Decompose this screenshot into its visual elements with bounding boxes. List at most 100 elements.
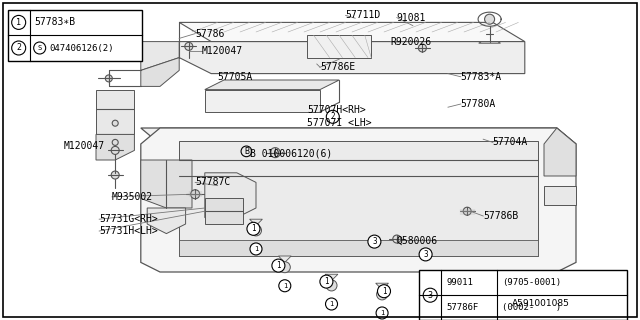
Circle shape [106, 75, 112, 82]
Circle shape [326, 280, 337, 291]
Text: 57787C: 57787C [195, 177, 230, 188]
Circle shape [111, 146, 119, 154]
Text: (0002-    ): (0002- ) [502, 303, 561, 312]
Text: 047406126(2): 047406126(2) [50, 44, 114, 52]
Text: 1: 1 [381, 287, 387, 296]
Text: 3: 3 [423, 250, 428, 259]
Polygon shape [96, 134, 134, 160]
Circle shape [112, 120, 118, 126]
Polygon shape [205, 198, 243, 224]
Bar [419, 270, 627, 320]
Circle shape [247, 222, 260, 235]
Text: 3: 3 [428, 291, 433, 300]
Text: 1: 1 [16, 18, 21, 27]
Polygon shape [141, 160, 192, 208]
Polygon shape [205, 173, 256, 218]
Text: 1: 1 [276, 261, 281, 270]
Circle shape [326, 298, 337, 310]
Polygon shape [96, 90, 134, 134]
Polygon shape [179, 42, 525, 74]
Circle shape [320, 275, 333, 288]
Text: A591001085: A591001085 [512, 300, 570, 308]
Text: 2: 2 [16, 44, 21, 52]
Circle shape [185, 42, 193, 50]
Polygon shape [205, 90, 320, 112]
Polygon shape [325, 274, 338, 281]
Text: M120047: M120047 [202, 46, 243, 56]
Polygon shape [250, 219, 262, 226]
Text: 57786B: 57786B [483, 211, 518, 221]
Text: (9705-0001): (9705-0001) [502, 278, 561, 287]
Circle shape [250, 225, 262, 236]
Circle shape [112, 140, 118, 145]
Circle shape [419, 44, 426, 52]
Circle shape [279, 262, 291, 273]
Circle shape [378, 285, 390, 298]
Circle shape [484, 14, 495, 24]
Text: 57786E: 57786E [320, 62, 355, 72]
Circle shape [250, 243, 262, 255]
Text: 1: 1 [324, 277, 329, 286]
Polygon shape [179, 22, 525, 42]
Circle shape [12, 15, 26, 29]
Circle shape [191, 190, 200, 199]
Text: M935002: M935002 [112, 192, 153, 202]
Polygon shape [179, 141, 538, 256]
Polygon shape [205, 80, 339, 90]
Circle shape [376, 307, 388, 319]
Polygon shape [278, 256, 291, 262]
Circle shape [423, 288, 437, 302]
Text: B: B [244, 147, 249, 156]
Text: 3: 3 [372, 237, 377, 246]
Polygon shape [179, 240, 538, 256]
Circle shape [34, 42, 45, 54]
Text: S: S [38, 45, 42, 51]
Text: Q580006: Q580006 [397, 236, 438, 246]
Text: B 010006120(6): B 010006120(6) [250, 148, 332, 159]
Polygon shape [141, 42, 179, 70]
Polygon shape [544, 186, 576, 205]
Circle shape [12, 41, 26, 55]
Text: 57786F: 57786F [446, 303, 479, 312]
Polygon shape [141, 128, 576, 272]
Text: 1: 1 [283, 283, 287, 289]
Circle shape [326, 110, 339, 123]
Bar [8, 10, 142, 61]
Text: 57731H<LH>: 57731H<LH> [99, 226, 158, 236]
Polygon shape [544, 128, 576, 176]
Text: 57783*A: 57783*A [461, 72, 502, 82]
Text: 57780A: 57780A [461, 99, 496, 109]
Circle shape [419, 248, 432, 261]
Polygon shape [141, 58, 179, 86]
Text: 57711D: 57711D [346, 10, 381, 20]
Circle shape [272, 259, 285, 272]
Text: 57704A: 57704A [493, 137, 528, 148]
Text: 57786: 57786 [195, 28, 225, 39]
Text: 1: 1 [251, 224, 256, 233]
Circle shape [279, 280, 291, 292]
Text: 99011: 99011 [446, 278, 473, 287]
Text: R920026: R920026 [390, 36, 431, 47]
Text: 2: 2 [330, 112, 335, 121]
Circle shape [463, 207, 471, 215]
Text: 91081: 91081 [397, 12, 426, 23]
Circle shape [270, 148, 280, 158]
Polygon shape [376, 283, 388, 290]
Text: 57707H<RH>: 57707H<RH> [307, 105, 366, 116]
Circle shape [111, 171, 119, 179]
Circle shape [393, 235, 401, 243]
Text: 1: 1 [330, 301, 333, 307]
Polygon shape [307, 35, 371, 58]
Polygon shape [479, 42, 500, 43]
Polygon shape [141, 128, 576, 144]
Text: 57731G<RH>: 57731G<RH> [99, 214, 158, 224]
Text: 57783∗B: 57783∗B [35, 17, 76, 28]
Text: 1: 1 [254, 246, 258, 252]
Text: M120047: M120047 [64, 140, 105, 151]
Text: 57705A: 57705A [218, 72, 253, 82]
Circle shape [368, 235, 381, 248]
Text: 57707I <LH>: 57707I <LH> [307, 118, 372, 128]
Polygon shape [147, 208, 186, 234]
Text: 1: 1 [380, 310, 384, 316]
Circle shape [376, 289, 388, 300]
